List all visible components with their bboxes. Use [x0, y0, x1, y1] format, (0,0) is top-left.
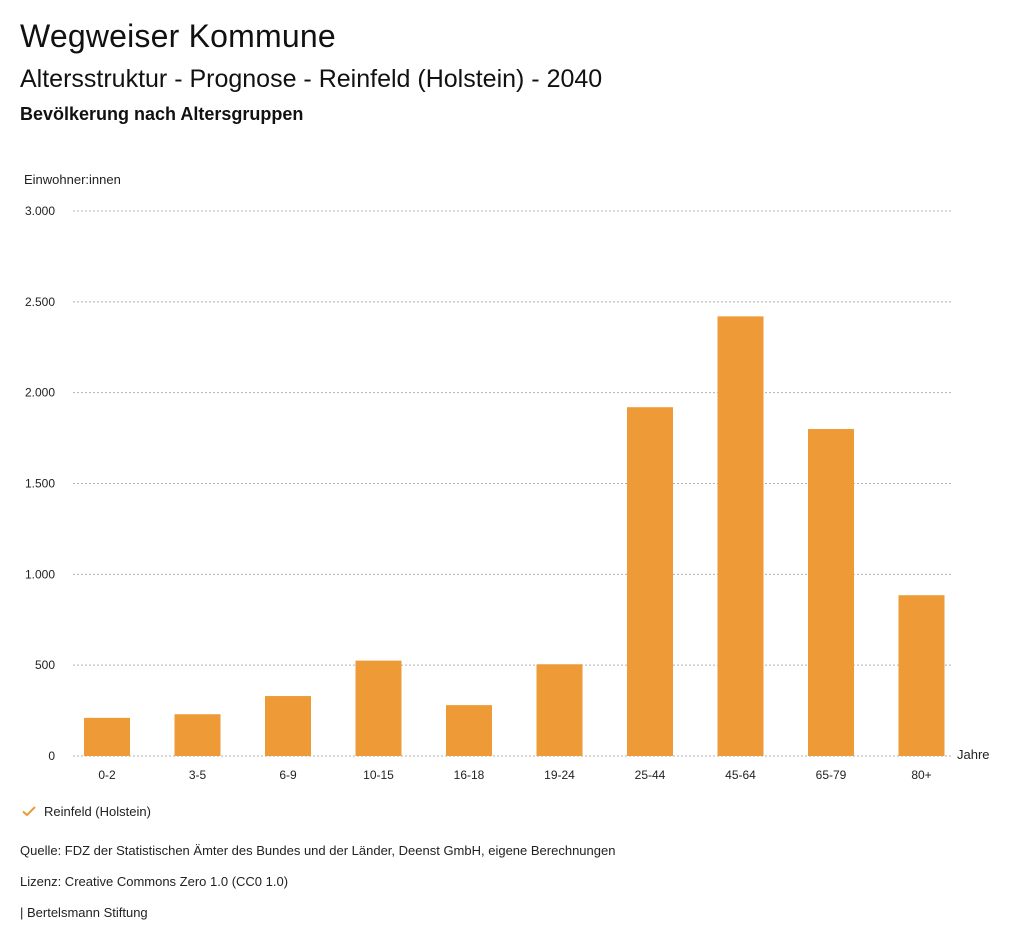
- chart-section-title: Bevölkerung nach Altersgruppen: [20, 104, 304, 124]
- legend[interactable]: Reinfeld (Holstein): [20, 802, 151, 820]
- chart-subtitle: Altersstruktur - Prognose - Reinfeld (Ho…: [20, 65, 603, 93]
- y-tick-label: 0: [48, 749, 55, 763]
- bar-45-64[interactable]: [717, 316, 764, 756]
- bar-80+[interactable]: [898, 595, 945, 756]
- publisher-note: | Bertelsmann Stiftung: [20, 905, 148, 920]
- legend-item-label: Reinfeld (Holstein): [44, 803, 151, 819]
- bar-0-2[interactable]: [84, 717, 130, 756]
- bars: [84, 316, 945, 756]
- y-tick-label: 2.000: [25, 386, 55, 400]
- source-note: Quelle: FDZ der Statistischen Ämter des …: [20, 843, 616, 858]
- bar-19-24[interactable]: [536, 664, 583, 756]
- y-tick-label: 500: [35, 658, 55, 672]
- license-note: Lizenz: Creative Commons Zero 1.0 (CC0 1…: [20, 874, 289, 889]
- y-tick-label: 3.000: [25, 204, 55, 218]
- x-tick-label: 16-18: [454, 768, 485, 782]
- x-tick-label: 10-15: [363, 768, 394, 782]
- bar-16-18[interactable]: [446, 705, 492, 756]
- x-tick-label: 25-44: [635, 768, 666, 782]
- y-tick-label: 1.500: [25, 477, 55, 491]
- grid-lines: 0 500 1.000 1.500 2.000 2.500 3.000: [25, 204, 953, 763]
- x-tick-label: 6-9: [279, 768, 297, 782]
- checkmark-icon: [22, 806, 36, 817]
- y-tick-label: 2.500: [25, 295, 55, 309]
- bar-65-79[interactable]: [808, 429, 854, 756]
- y-axis-label: Einwohner:innen: [24, 172, 121, 187]
- y-tick-label: 1.000: [25, 567, 55, 581]
- x-tick-label: 3-5: [189, 768, 207, 782]
- x-axis-label: Jahre: [957, 747, 990, 762]
- x-tick-label: 0-2: [98, 768, 116, 782]
- x-tick-label: 80+: [911, 768, 931, 782]
- page-title: Wegweiser Kommune: [20, 18, 336, 54]
- bar-6-9[interactable]: [265, 696, 311, 756]
- x-tick-labels: 0-2 3-5 6-9 10-15 16-18 19-24 25-44 45-64 65-79 8…: [98, 768, 931, 782]
- x-tick-label: 19-24: [544, 768, 575, 782]
- bar-3-5[interactable]: [174, 714, 221, 756]
- bar-chart: Einwohner:innen Jahre 0 500 1.000 1.500 2.00…: [24, 172, 990, 782]
- x-tick-label: 45-64: [725, 768, 756, 782]
- bar-25-44[interactable]: [627, 407, 673, 756]
- x-tick-label: 65-79: [816, 768, 847, 782]
- bar-10-15[interactable]: [355, 660, 402, 756]
